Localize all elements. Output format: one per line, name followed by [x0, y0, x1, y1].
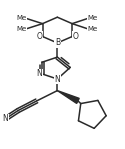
Text: N: N — [54, 74, 60, 83]
Text: Me: Me — [16, 26, 26, 32]
Text: N: N — [2, 114, 8, 123]
Text: N: N — [36, 69, 42, 78]
Text: B: B — [55, 38, 60, 47]
Polygon shape — [57, 91, 79, 103]
Text: Me: Me — [88, 15, 98, 21]
Text: Me: Me — [88, 26, 98, 32]
Text: O: O — [72, 32, 78, 41]
Text: O: O — [37, 32, 43, 41]
Text: Me: Me — [16, 15, 26, 21]
